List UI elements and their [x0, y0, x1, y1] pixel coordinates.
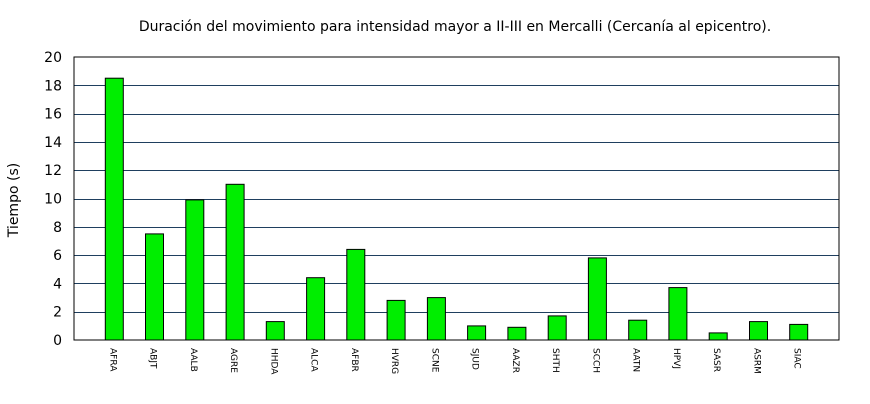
y-tick-label: 20 — [44, 50, 62, 66]
x-tick-label: SASR — [711, 348, 721, 372]
x-tick-label: SJUD — [470, 348, 480, 370]
bar-asrm — [749, 321, 768, 341]
bar-aazr — [507, 326, 527, 341]
y-tick-label: 18 — [44, 78, 62, 94]
y-tick-label: 8 — [53, 220, 62, 236]
x-tick-label: HVRG — [389, 348, 399, 374]
x-tick-label: HHDA — [268, 348, 278, 375]
x-tick-label: HPVJ — [671, 348, 681, 369]
bar-hvrg — [386, 299, 406, 341]
x-tick-label: SIAC — [792, 348, 802, 369]
bar-hpvj — [668, 287, 688, 341]
y-tick-label: 4 — [53, 276, 62, 292]
bar-afra — [104, 77, 124, 341]
bar-hhda — [265, 321, 285, 341]
y-tick-label: 16 — [44, 107, 62, 123]
y-tick-label: 6 — [53, 248, 62, 264]
x-tick-label: AFBR — [349, 348, 359, 372]
x-tick-label: ASRM — [751, 348, 761, 374]
x-tick-label: SCNE — [429, 348, 439, 373]
bar-afbr — [346, 248, 366, 341]
y-tick-label: 14 — [44, 135, 62, 151]
bar-abjt — [145, 233, 164, 341]
x-tick-labels: AFRA ABJT AALB AGRE HHDA ALCA AFBR HVRG SCNE SJUD… — [107, 348, 801, 375]
x-tick-label: AGRE — [228, 348, 238, 373]
y-tick-label: 2 — [53, 305, 62, 321]
x-tick-label: ALCA — [309, 348, 319, 372]
y-tick-label: 0 — [53, 333, 62, 349]
bar-aatn — [628, 319, 648, 341]
x-tick-label: ABJT — [148, 348, 158, 369]
bar-siac — [789, 323, 809, 341]
y-axis-label: Tiempo (s) — [6, 163, 22, 238]
y-tick-labels: 0 2 4 6 8 10 12 14 16 18 20 — [44, 50, 62, 349]
y-tick-label: 10 — [44, 192, 62, 208]
bar-scne — [426, 297, 446, 341]
x-tick-label: AALB — [188, 348, 198, 372]
bars — [104, 77, 809, 341]
bar-scch — [587, 257, 607, 341]
chart-title: Duración del movimiento para intensidad … — [139, 19, 771, 35]
bar-agre — [225, 183, 245, 341]
x-tick-label: AATN — [631, 348, 641, 372]
y-tick-label: 12 — [44, 163, 62, 179]
bar-aalb — [185, 199, 205, 341]
x-tick-label: SCCH — [590, 348, 600, 373]
x-tick-label: SHTH — [550, 348, 560, 373]
x-tick-label: AFRA — [107, 348, 117, 372]
bar-shth — [547, 315, 567, 341]
bar-sasr — [708, 332, 728, 341]
bar-sjud — [467, 325, 487, 341]
x-tick-label: AAZR — [510, 348, 520, 373]
plot-frame — [73, 56, 840, 341]
bar-alca — [306, 277, 326, 341]
